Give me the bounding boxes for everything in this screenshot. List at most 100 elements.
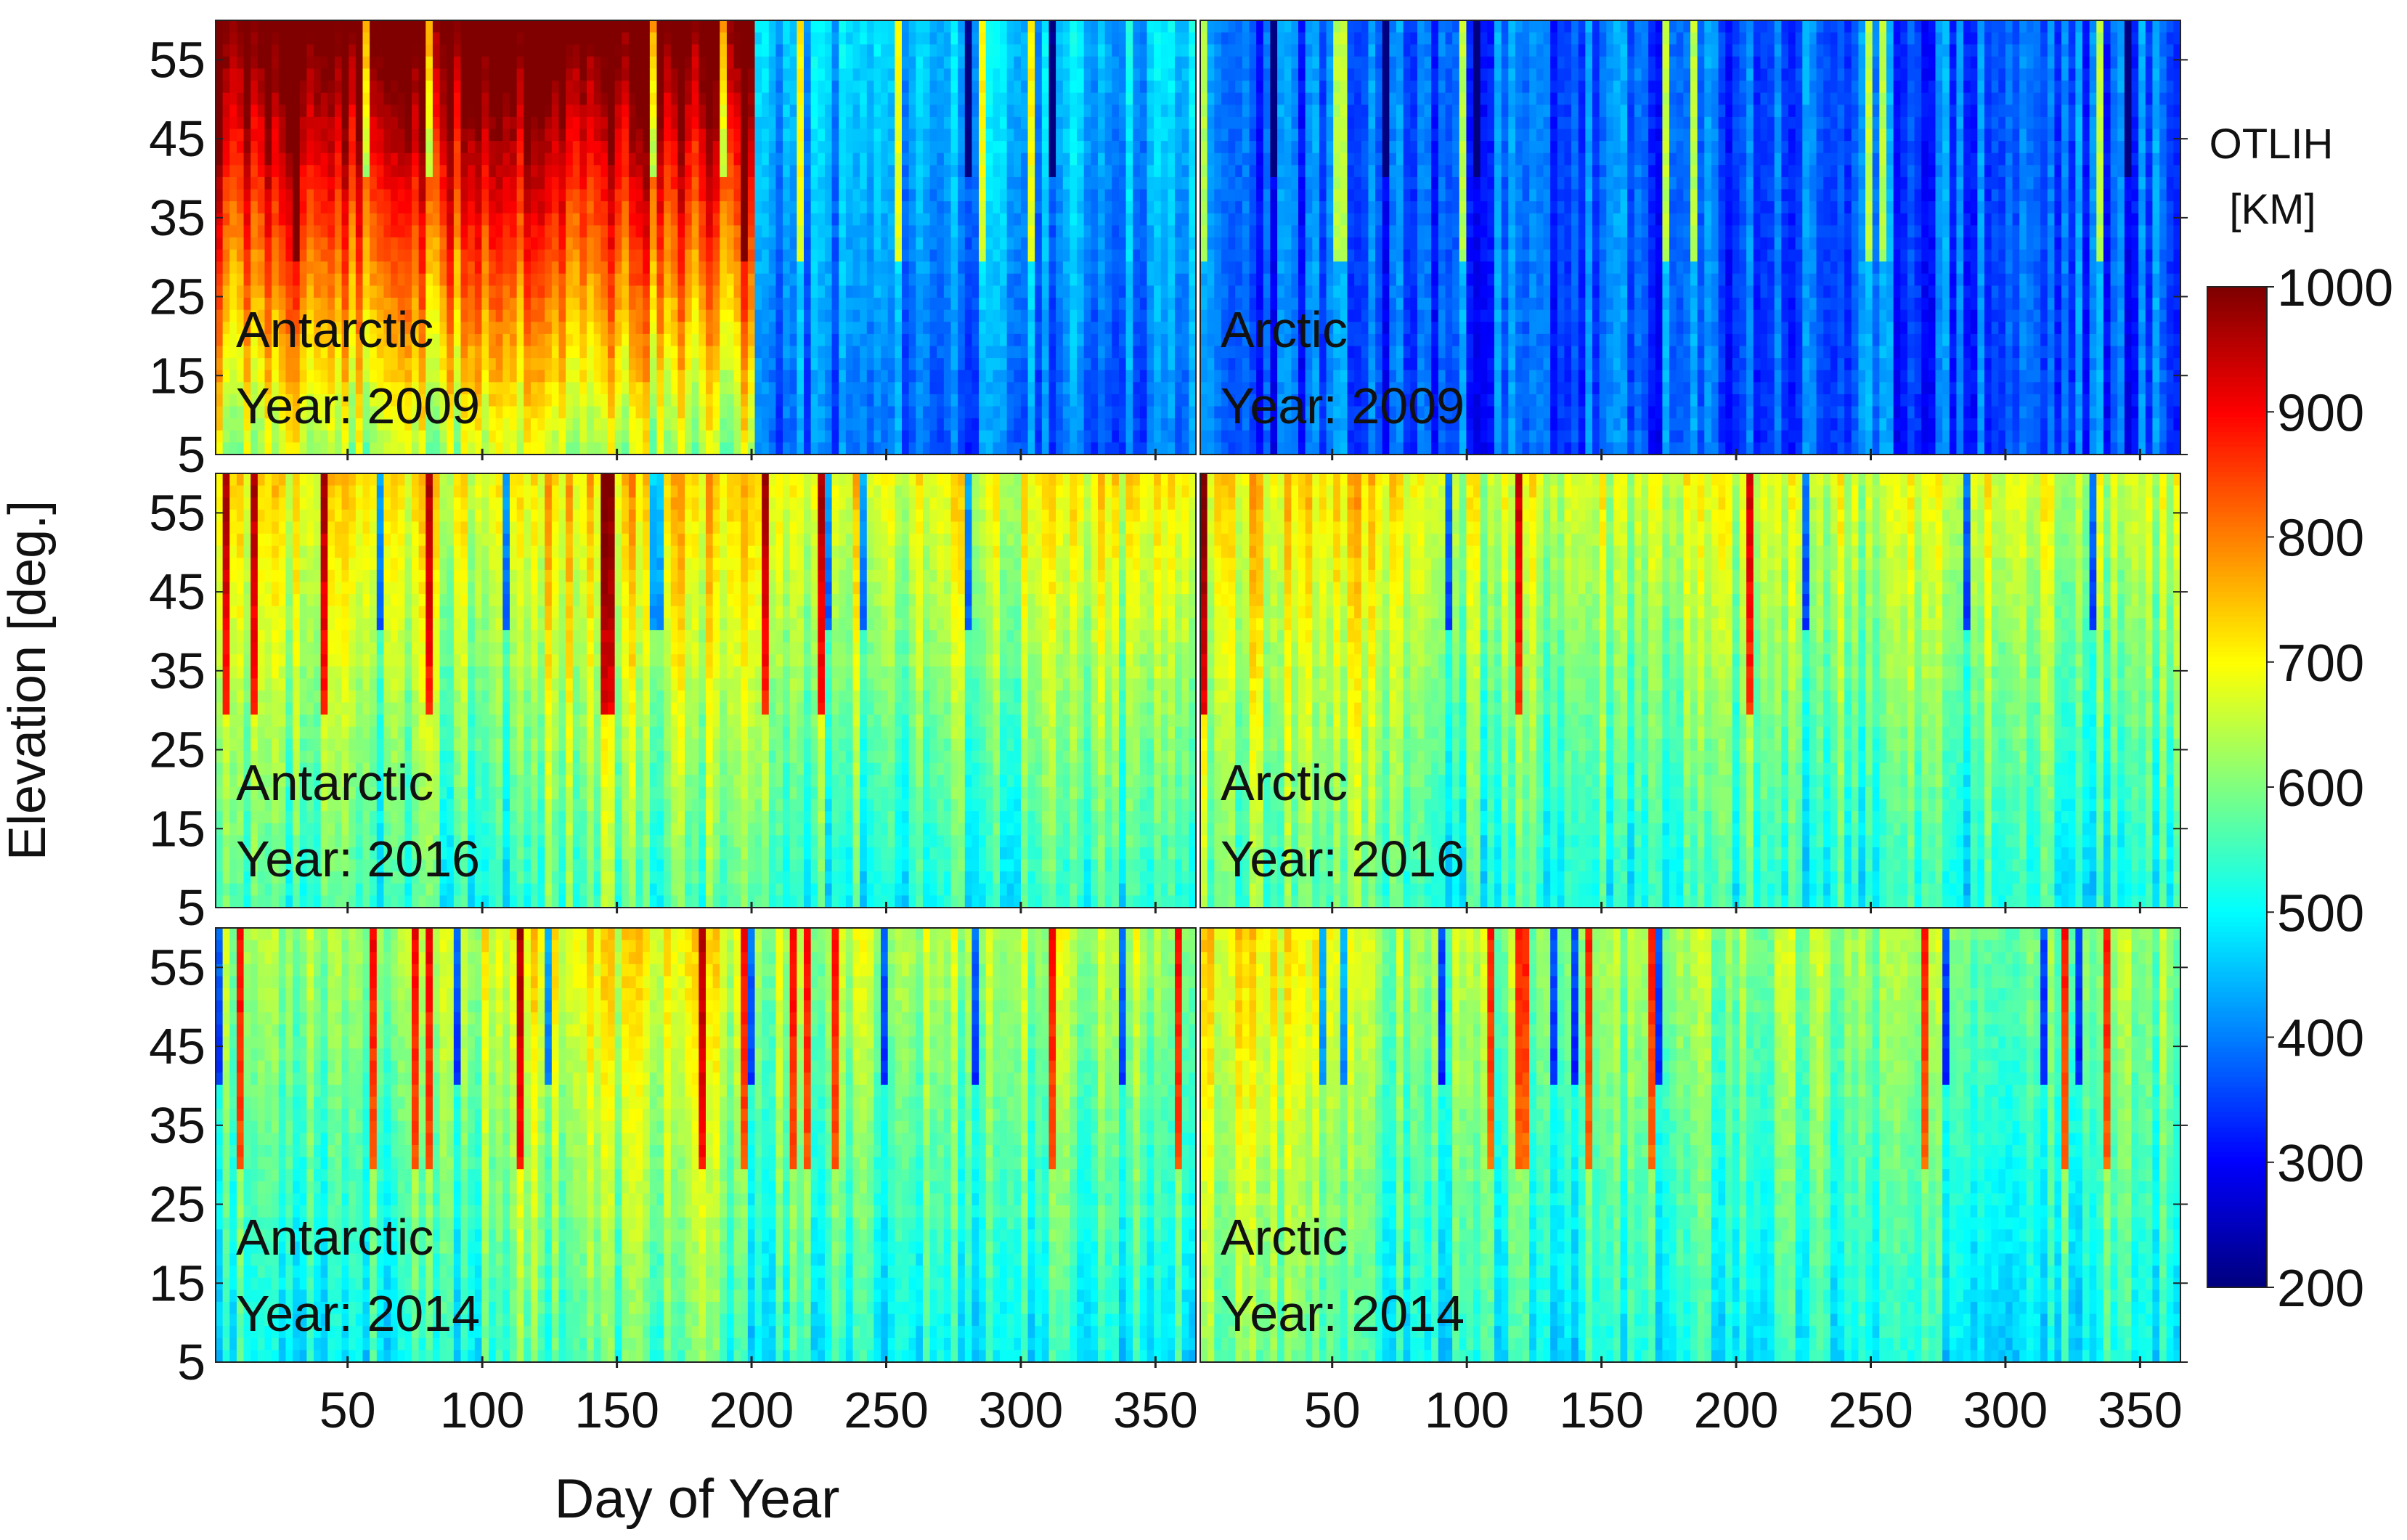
heatmap-cell <box>383 129 391 142</box>
heatmap-cell <box>496 322 503 334</box>
heatmap-cell <box>600 213 608 226</box>
heatmap-cell <box>636 68 643 81</box>
heatmap-cell <box>440 44 447 57</box>
heatmap-cell <box>419 358 426 370</box>
heatmap-cell <box>489 105 496 117</box>
heatmap-cell <box>664 418 671 431</box>
heatmap-cell <box>783 370 790 383</box>
heatmap-cell <box>713 44 720 57</box>
heatmap-cell <box>419 153 426 166</box>
heatmap-cell <box>790 153 797 166</box>
heatmap-cell <box>391 213 398 226</box>
heatmap-cell <box>496 394 503 407</box>
heatmap-cell <box>657 117 664 129</box>
heatmap-cell <box>622 358 629 370</box>
heatmap-cell <box>545 382 552 394</box>
heatmap-cell <box>244 285 251 298</box>
heatmap-cell <box>713 165 720 177</box>
heatmap-cell <box>775 407 783 419</box>
heatmap-cell <box>643 93 650 105</box>
heatmap-cell <box>531 141 538 153</box>
heatmap-cell <box>720 298 727 310</box>
heatmap-cell <box>797 358 804 370</box>
heatmap-cell <box>383 33 391 45</box>
heatmap-cell <box>636 20 643 33</box>
heatmap-cell <box>481 44 489 57</box>
heatmap-cell <box>412 20 419 33</box>
heatmap-cell <box>600 298 608 310</box>
heatmap-cell <box>587 225 594 237</box>
heatmap-cell <box>594 165 601 177</box>
heatmap-cell <box>608 407 615 419</box>
heatmap-cell <box>306 129 314 142</box>
heatmap-cell <box>706 418 713 431</box>
heatmap-cell <box>664 225 671 237</box>
heatmap-cell <box>447 141 454 153</box>
heatmap-cell <box>775 141 783 153</box>
heatmap-cell <box>769 153 776 166</box>
heatmap-cell <box>713 57 720 69</box>
heatmap-cell <box>265 225 272 237</box>
heatmap-cell <box>510 370 517 383</box>
heatmap-cell <box>251 20 258 33</box>
heatmap-cell <box>272 117 279 129</box>
heatmap-cell <box>531 285 538 298</box>
heatmap-cell <box>706 346 713 359</box>
heatmap-cell <box>229 141 237 153</box>
heatmap-cell <box>573 201 580 213</box>
heatmap-cell <box>706 20 713 33</box>
heatmap-cell <box>699 394 706 407</box>
heatmap-cell <box>692 394 699 407</box>
heatmap-cell <box>783 68 790 81</box>
heatmap-cell <box>790 20 797 33</box>
heatmap-cell <box>741 81 748 93</box>
heatmap-cell <box>741 201 748 213</box>
heatmap-cell <box>306 201 314 213</box>
heatmap-cell <box>664 285 671 298</box>
heatmap-cell <box>713 201 720 213</box>
heatmap-cell <box>643 358 650 370</box>
heatmap-cell <box>216 57 223 69</box>
heatmap-cell <box>425 274 433 286</box>
heatmap-cell <box>404 129 412 142</box>
heatmap-cell <box>615 177 622 190</box>
heatmap-cell <box>440 358 447 370</box>
heatmap-cell <box>538 310 545 322</box>
heatmap-cell <box>650 334 657 346</box>
heatmap-cell <box>272 93 279 105</box>
heatmap-cell <box>552 44 559 57</box>
heatmap-cell <box>461 165 468 177</box>
heatmap-cell <box>600 274 608 286</box>
heatmap-cell <box>229 33 237 45</box>
heatmap-cell <box>559 190 566 202</box>
heatmap-cell <box>762 93 769 105</box>
heatmap-cell <box>279 190 286 202</box>
heatmap-cell <box>587 177 594 190</box>
heatmap-cell <box>433 225 440 237</box>
heatmap-cell <box>559 298 566 310</box>
heatmap-cell <box>650 394 657 407</box>
heatmap-cell <box>783 418 790 431</box>
heatmap-cell <box>720 370 727 383</box>
heatmap-cell <box>545 213 552 226</box>
heatmap-cell <box>775 442 783 455</box>
heatmap-cell <box>314 141 321 153</box>
heatmap-cell <box>727 165 734 177</box>
heatmap-cell <box>552 225 559 237</box>
heatmap-cell <box>594 334 601 346</box>
heatmap-cell <box>664 334 671 346</box>
heatmap-cell <box>496 225 503 237</box>
heatmap-cell <box>258 57 265 69</box>
heatmap-cell <box>769 358 776 370</box>
heatmap-cell <box>622 418 629 431</box>
heatmap-cell <box>538 33 545 45</box>
heatmap-cell <box>664 68 671 81</box>
heatmap-cell <box>524 310 531 322</box>
heatmap-cell <box>677 225 685 237</box>
heatmap-cell <box>720 201 727 213</box>
heatmap-cell <box>321 237 328 250</box>
heatmap-cell <box>600 201 608 213</box>
heatmap-cell <box>383 81 391 93</box>
heatmap-cell <box>412 177 419 190</box>
heatmap-cell <box>440 261 447 274</box>
